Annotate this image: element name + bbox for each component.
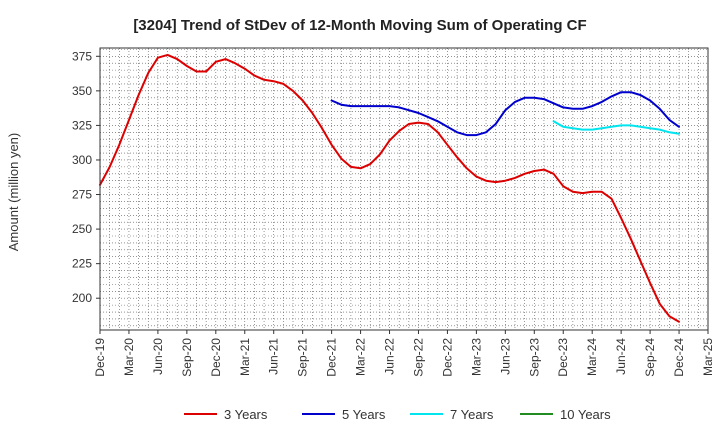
- x-axis-ticks: Dec-19 Mar-20 Jun-20 Sep-20 Dec-20 Mar-21 Jun-…: [93, 330, 715, 377]
- x-tick-label: Sep-24: [643, 338, 657, 377]
- y-tick-label: 375: [72, 49, 92, 63]
- series-line-3-years: [99, 53, 680, 323]
- x-tick-label: Dec-21: [325, 338, 339, 377]
- y-axis-ticks: 200 225 250 275 300 325 350 375: [72, 49, 100, 305]
- legend-label-3-years: 3 Years: [224, 407, 268, 422]
- x-tick-label: Dec-22: [440, 338, 454, 377]
- x-tick-label: Mar-23: [469, 338, 483, 376]
- y-tick-label: 225: [72, 257, 92, 271]
- legend-label-7-years: 7 Years: [450, 407, 494, 422]
- series-line-5-years: [330, 91, 680, 137]
- y-tick-label: 200: [72, 291, 92, 305]
- x-tick-label: Jun-22: [383, 338, 397, 375]
- x-tick-label: Mar-25: [701, 338, 715, 376]
- x-tick-label: Jun-24: [614, 338, 628, 375]
- x-tick-label: Mar-21: [238, 338, 252, 376]
- y-tick-label: 300: [72, 153, 92, 167]
- chart-title: [3204] Trend of StDev of 12-Month Moving…: [133, 17, 586, 34]
- x-tick-label: Mar-24: [585, 338, 599, 376]
- legend-label-10-years: 10 Years: [560, 407, 611, 422]
- y-tick-label: 325: [72, 118, 92, 132]
- x-tick-label: Mar-22: [354, 338, 368, 376]
- x-tick-label: Sep-20: [180, 338, 194, 377]
- legend-label-5-years: 5 Years: [342, 407, 386, 422]
- y-axis-label: Amount (million yen): [6, 133, 21, 252]
- series-line-7-years: [552, 120, 680, 135]
- x-tick-label: Jun-23: [498, 338, 512, 375]
- x-tick-label: Mar-20: [122, 338, 136, 376]
- y-tick-label: 275: [72, 188, 92, 202]
- plot-frame: [99, 47, 709, 331]
- x-tick-label: Jun-20: [151, 338, 165, 375]
- x-tick-label: Sep-23: [527, 338, 541, 377]
- plot-area-border: [99, 47, 709, 331]
- legend: 3 Years 5 Years 7 Years 10 Years: [184, 407, 611, 422]
- x-tick-label: Dec-20: [209, 338, 223, 377]
- series-layer: [99, 53, 680, 323]
- x-tick-label: Dec-19: [93, 338, 107, 377]
- x-tick-label: Jun-21: [267, 338, 281, 375]
- x-tick-label: Sep-22: [411, 338, 425, 377]
- x-tick-label: Dec-23: [556, 338, 570, 377]
- grid-lines: [99, 48, 709, 330]
- x-tick-label: Dec-24: [672, 338, 686, 377]
- x-tick-label: Sep-21: [296, 338, 310, 377]
- y-tick-label: 250: [72, 222, 92, 236]
- y-tick-label: 350: [72, 84, 92, 98]
